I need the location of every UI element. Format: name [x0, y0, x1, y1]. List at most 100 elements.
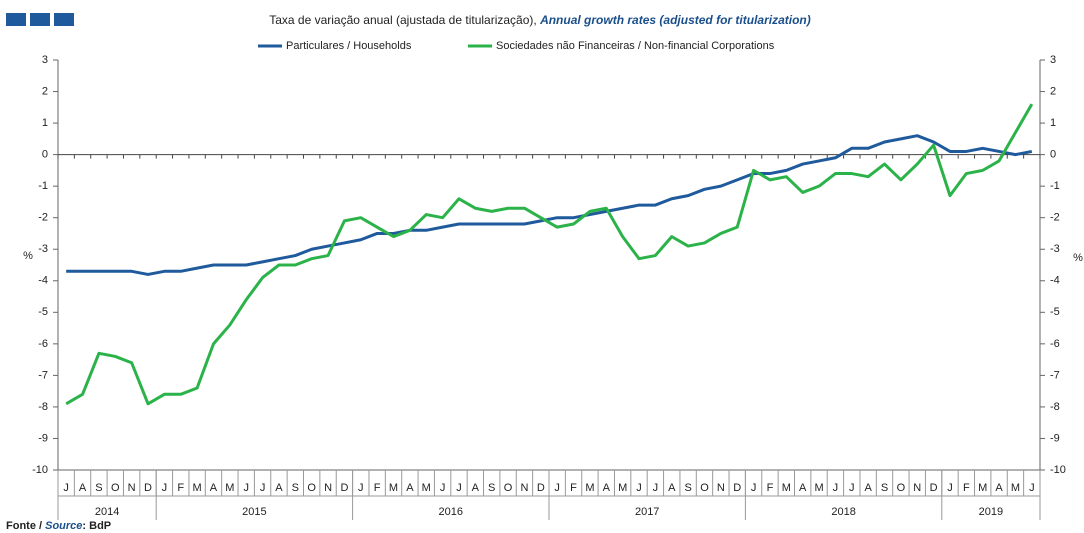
source-label: Fonte / — [6, 520, 45, 532]
x-tick-label: A — [275, 482, 283, 494]
x-tick-label: A — [603, 482, 611, 494]
y-tick-label: -5 — [38, 306, 48, 318]
x-tick-label: J — [63, 482, 69, 494]
series-line — [65, 103, 1034, 406]
x-tick-label: D — [537, 482, 545, 494]
x-tick-label: A — [799, 482, 807, 494]
x-tick-label: S — [95, 482, 102, 494]
logo — [6, 13, 74, 26]
x-tick-label: A — [668, 482, 676, 494]
legend-label: Particulares / Households — [286, 40, 412, 52]
year-label: 2014 — [95, 506, 119, 518]
x-tick-label: A — [210, 482, 218, 494]
y-tick-label: -3 — [38, 243, 48, 255]
y-tick-label: -8 — [38, 401, 48, 413]
y2-tick-label: -5 — [1050, 306, 1060, 318]
x-tick-label: M — [814, 482, 823, 494]
y2-tick-label: -10 — [1050, 464, 1066, 476]
x-tick-label: O — [111, 482, 120, 494]
x-tick-label: A — [79, 482, 87, 494]
y2-tick-label: -7 — [1050, 369, 1060, 381]
title-pt: Taxa de variação anual (ajustada de titu… — [269, 13, 540, 27]
x-tick-label: J — [162, 482, 168, 494]
x-tick-label: M — [389, 482, 398, 494]
x-tick-label: M — [618, 482, 627, 494]
y2-axis-label: % — [1073, 252, 1083, 264]
x-tick-label: F — [177, 482, 184, 494]
y-tick-label: -10 — [32, 464, 48, 476]
year-label: 2018 — [831, 506, 855, 518]
logo-block — [30, 13, 50, 26]
x-tick-label: O — [504, 482, 513, 494]
y-tick-label: 1 — [42, 117, 48, 129]
y2-tick-label: -8 — [1050, 401, 1060, 413]
x-tick-label: J — [1029, 482, 1035, 494]
y2-tick-label: 2 — [1050, 85, 1056, 97]
year-label: 2015 — [242, 506, 266, 518]
x-tick-label: M — [193, 482, 202, 494]
x-tick-label: A — [995, 482, 1003, 494]
y-tick-label: -7 — [38, 369, 48, 381]
x-tick-label: S — [488, 482, 495, 494]
title-en: Annual growth rates (adjusted for titula… — [539, 13, 811, 27]
y2-tick-label: 1 — [1050, 117, 1056, 129]
x-tick-label: O — [700, 482, 709, 494]
x-tick-label: D — [733, 482, 741, 494]
x-tick-label: J — [358, 482, 364, 494]
x-tick-label: J — [833, 482, 839, 494]
x-tick-label: J — [751, 482, 757, 494]
x-tick-label: J — [653, 482, 659, 494]
source-value: : BdP — [82, 520, 111, 532]
x-tick-label: F — [570, 482, 577, 494]
y2-tick-label: 0 — [1050, 149, 1056, 161]
x-tick-label: J — [456, 482, 462, 494]
x-tick-label: J — [243, 482, 249, 494]
legend-label: Sociedades não Financeiras / Non-financi… — [496, 40, 775, 52]
y2-tick-label: -2 — [1050, 212, 1060, 224]
year-label: 2016 — [439, 506, 463, 518]
y2-tick-label: -3 — [1050, 243, 1060, 255]
x-tick-label: M — [978, 482, 987, 494]
x-tick-label: S — [684, 482, 691, 494]
source-label-en: Source — [45, 520, 82, 532]
y-tick-label: 0 — [42, 149, 48, 161]
x-tick-label: J — [947, 482, 953, 494]
y-tick-label: -1 — [38, 180, 48, 192]
logo-block — [54, 13, 74, 26]
x-tick-label: M — [585, 482, 594, 494]
x-tick-label: M — [1011, 482, 1020, 494]
x-tick-label: J — [260, 482, 266, 494]
x-tick-label: J — [440, 482, 446, 494]
y-tick-label: -6 — [38, 338, 48, 350]
y2-tick-label: 3 — [1050, 54, 1056, 66]
x-tick-label: N — [128, 482, 136, 494]
chart-title: Taxa de variação anual (ajustada de titu… — [269, 13, 811, 27]
x-tick-label: F — [963, 482, 970, 494]
x-tick-label: D — [930, 482, 938, 494]
year-label: 2017 — [635, 506, 659, 518]
x-tick-label: O — [307, 482, 316, 494]
x-tick-label: M — [422, 482, 431, 494]
y2-tick-label: -9 — [1050, 432, 1060, 444]
x-tick-label: N — [520, 482, 528, 494]
x-tick-label: J — [636, 482, 642, 494]
logo-block — [6, 13, 26, 26]
x-tick-label: J — [849, 482, 855, 494]
x-tick-label: O — [897, 482, 906, 494]
x-tick-label: D — [144, 482, 152, 494]
x-tick-label: A — [472, 482, 480, 494]
y-tick-label: -9 — [38, 432, 48, 444]
y2-tick-label: -4 — [1050, 275, 1060, 287]
x-tick-label: J — [554, 482, 560, 494]
y-axis-label: % — [23, 250, 33, 262]
x-tick-label: S — [292, 482, 299, 494]
y-tick-label: 3 — [42, 54, 48, 66]
x-tick-label: M — [225, 482, 234, 494]
source: Fonte / Source: BdP — [6, 520, 111, 532]
y-tick-label: -2 — [38, 212, 48, 224]
x-tick-label: F — [374, 482, 381, 494]
x-tick-label: A — [406, 482, 414, 494]
y-tick-label: -4 — [38, 275, 48, 287]
y2-tick-label: -6 — [1050, 338, 1060, 350]
